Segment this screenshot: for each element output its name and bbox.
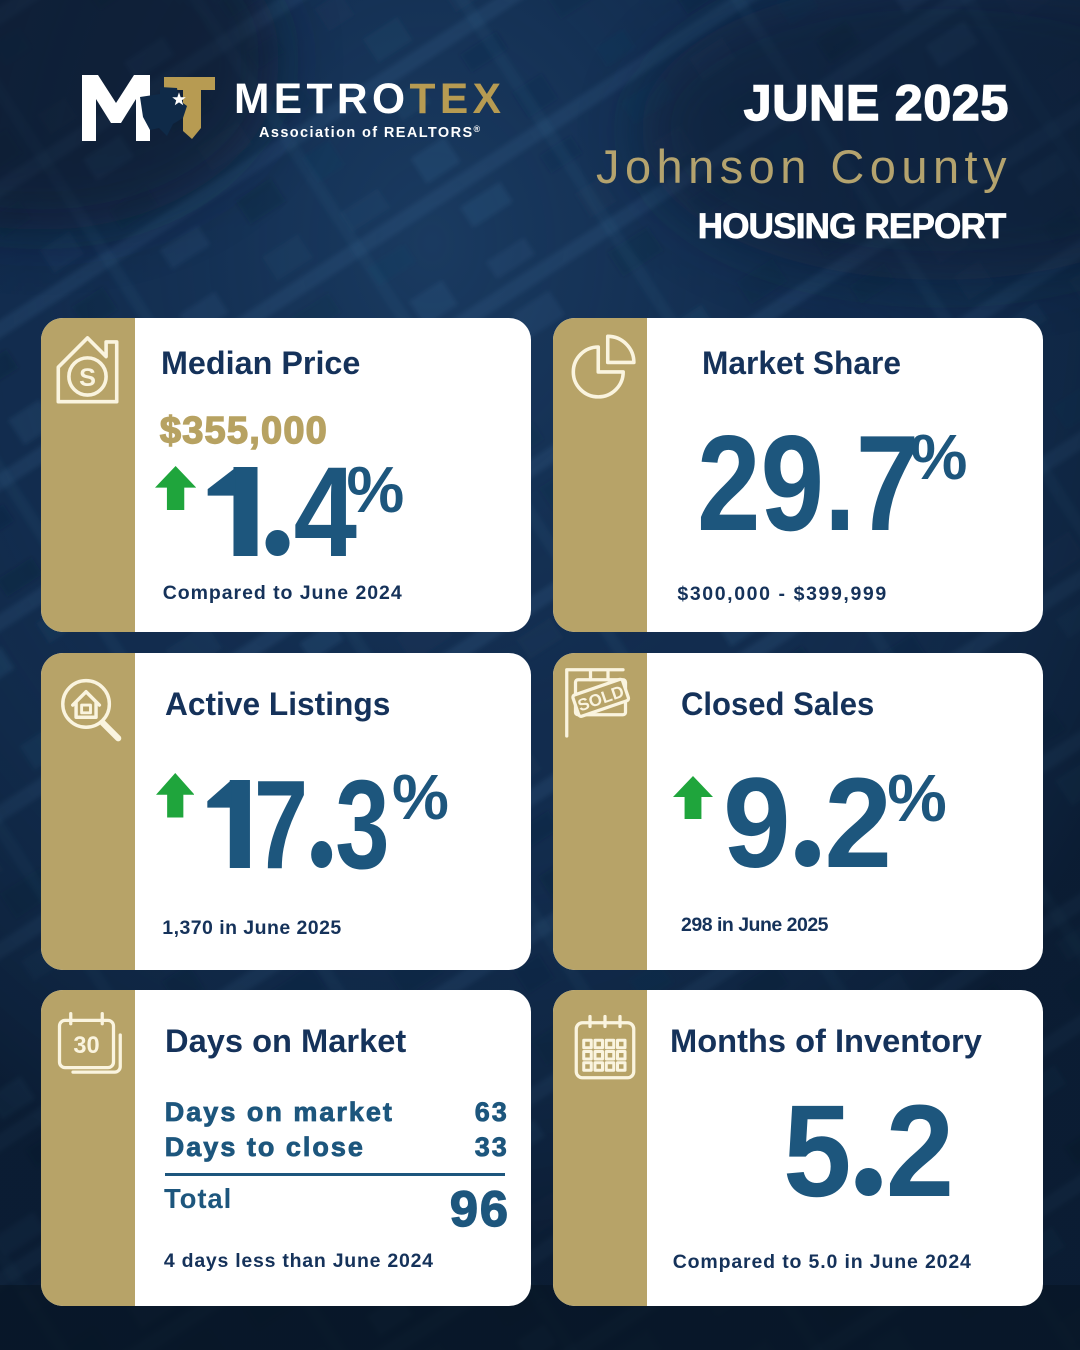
svg-text:30: 30 xyxy=(73,1033,99,1059)
svg-text:S: S xyxy=(79,364,96,392)
